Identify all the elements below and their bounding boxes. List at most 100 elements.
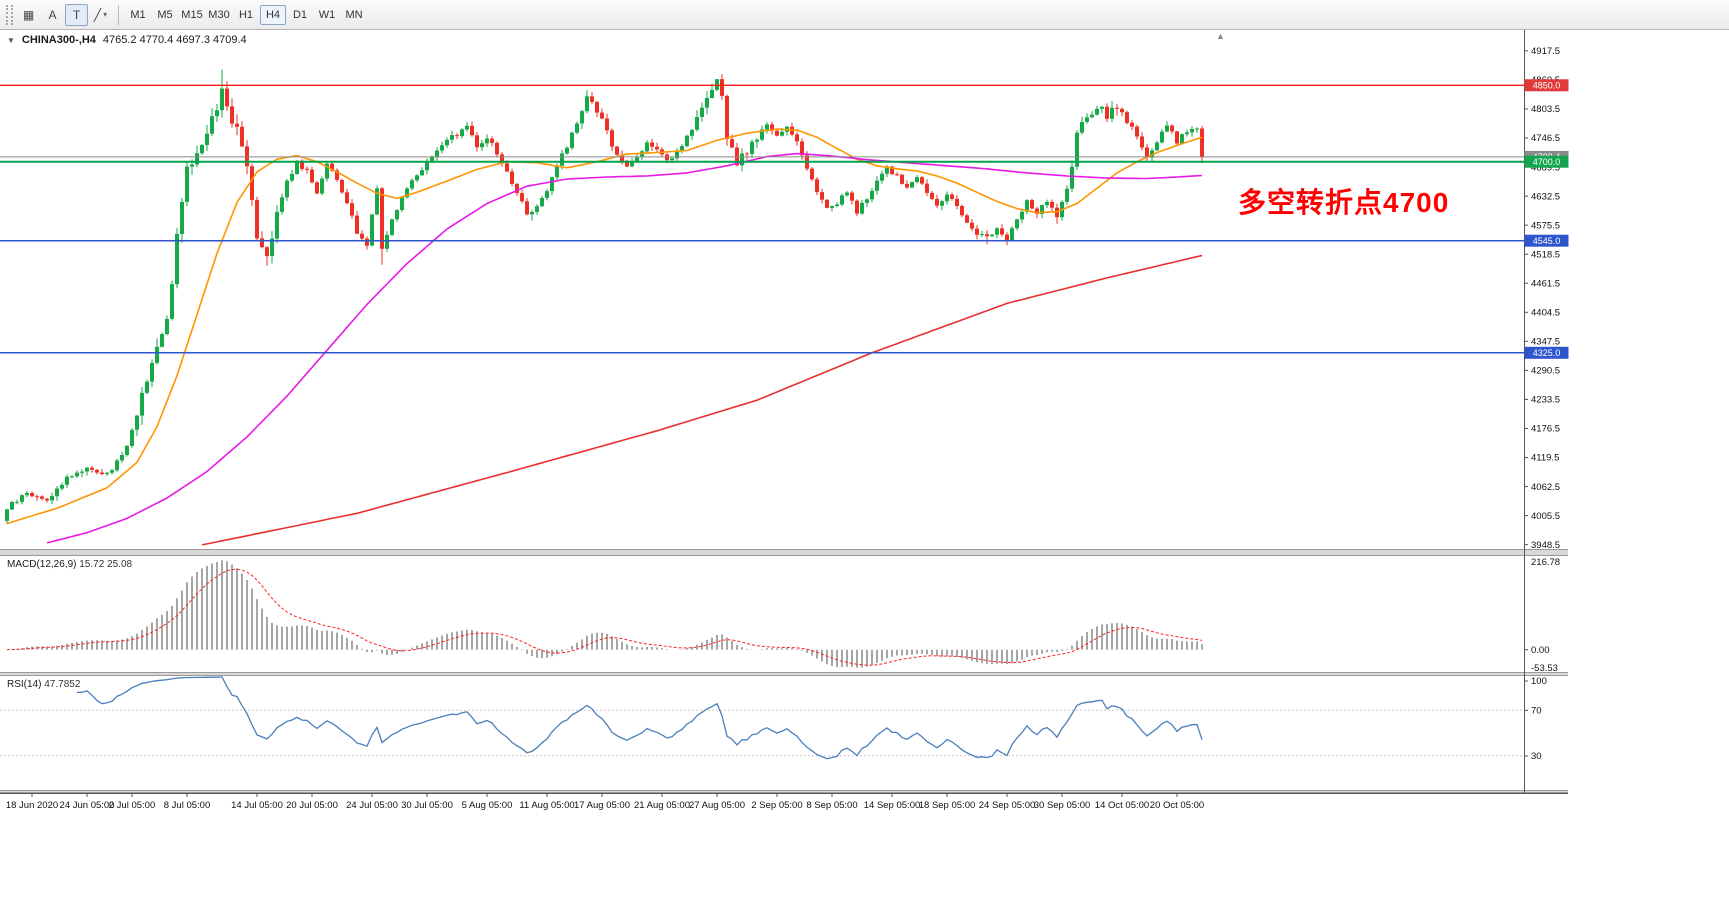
time-tick-label: 2 Jul 05:00 [109, 800, 155, 811]
time-tick-label: 8 Sep 05:00 [806, 800, 857, 811]
rsi-scale-label: 30 [1531, 751, 1542, 762]
price-tick-label: 4062.5 [1531, 482, 1560, 493]
grid-glyph: ▦ [22, 7, 35, 22]
rsi-indicator-label: RSI(14) 47.7852 [7, 679, 80, 690]
macd-scale-zero: 0.00 [1531, 645, 1550, 656]
time-tick-label: 20 Jul 05:00 [286, 800, 338, 811]
macd-values: 15.72 25.08 [79, 559, 133, 570]
toolbar-grip[interactable] [6, 4, 13, 25]
rsi-scale-label: 100 [1531, 676, 1547, 687]
chart-header: ▼ CHINA300-,H4 4765.2 4770.4 4697.3 4709… [7, 34, 247, 46]
time-tick-label: 14 Jul 05:00 [231, 800, 283, 811]
time-tick-label: 24 Jun 05:00 [60, 800, 115, 811]
price-tick-label: 4803.5 [1531, 104, 1560, 115]
price-tick-label: 4746.5 [1531, 133, 1560, 144]
price-badge: 4325.0 [1524, 346, 1569, 359]
rsi-scale-label: 70 [1531, 705, 1542, 716]
hlines-layer [0, 84, 1524, 354]
price-tick-label: 4518.5 [1531, 249, 1560, 260]
ma-lines-layer [6, 128, 1203, 546]
ma-line-medium-magenta[interactable] [46, 152, 1203, 544]
ma-line-fast-orange[interactable] [6, 128, 1203, 525]
time-tick-label: 24 Sep 05:00 [979, 800, 1036, 811]
chart-canvas[interactable]: 4917.54860.54803.54746.54689.54632.54575… [0, 30, 1729, 899]
time-tick-label: 30 Sep 05:00 [1034, 800, 1091, 811]
collapse-icon[interactable]: ▼ [7, 35, 15, 45]
macd-indicator-label: MACD(12,26,9) 15.72 25.08 [7, 559, 132, 570]
rsi-name: RSI(14) [7, 679, 42, 690]
time-tick-label: 14 Oct 05:00 [1095, 800, 1149, 811]
time-tick-label: 2 Sep 05:00 [751, 800, 802, 811]
macd-scale-min: -53.53 [1531, 663, 1558, 674]
rsi-panel: 100 70 30 [0, 676, 1547, 762]
toolbar: ▦ A T ╱ ▾ M1 M5 M15 M30 H1 H4 D1 W1 MN [0, 0, 1729, 30]
line-tool-icon: ╱ [93, 7, 102, 22]
timeframe-button-w1[interactable]: W1 [314, 5, 340, 25]
rsi-line [76, 676, 1203, 760]
price-tick-label: 4917.5 [1531, 46, 1560, 57]
price-tick-label: 4347.5 [1531, 337, 1560, 348]
svg-text:4850.0: 4850.0 [1533, 80, 1561, 90]
time-tick-label: 5 Aug 05:00 [462, 800, 513, 811]
timeframe-button-h4[interactable]: H4 [260, 4, 286, 25]
text-tool-glyph: T [72, 7, 81, 22]
price-tick-label: 4176.5 [1531, 424, 1560, 435]
rsi-values: 47.7852 [44, 679, 81, 690]
price-tick-label: 3948.5 [1531, 540, 1560, 551]
price-tick-label: 4575.5 [1531, 220, 1560, 231]
time-tick-label: 18 Sep 05:00 [919, 800, 976, 811]
text-tool-button[interactable]: T [65, 3, 88, 26]
timeframe-button-mn[interactable]: MN [341, 5, 367, 25]
timeframe-button-m30[interactable]: M30 [206, 5, 232, 25]
candles-layer [5, 69, 1204, 524]
time-tick-label: 8 Jul 05:00 [164, 800, 210, 811]
time-tick-label: 20 Oct 05:00 [1150, 800, 1204, 811]
time-tick-label: 11 Aug 05:00 [519, 800, 574, 811]
price-tick-label: 4005.5 [1531, 511, 1560, 522]
time-tick-label: 24 Jul 05:00 [346, 800, 398, 811]
chart-symbol-title: CHINA300-,H4 [21, 34, 96, 46]
price-badge: 4545.0 [1524, 234, 1569, 247]
ma-line-slow-red[interactable] [201, 254, 1203, 546]
macd-scale-max: 216.78 [1531, 557, 1560, 568]
panel-separator[interactable] [0, 790, 1568, 793]
price-tick-label: 4404.5 [1531, 307, 1560, 318]
svg-text:4325.0: 4325.0 [1533, 348, 1561, 358]
timeframe-button-m5[interactable]: M5 [152, 5, 178, 25]
chart-ohlc-values: 4765.2 4770.4 4697.3 4709.4 [102, 34, 247, 46]
time-tick-label: 30 Jul 05:00 [401, 800, 453, 811]
text-label-tool-button[interactable]: A [41, 4, 64, 26]
shift-marker-icon[interactable]: ▲ [1216, 31, 1225, 41]
time-tick-label: 14 Sep 05:00 [864, 800, 921, 811]
grid-icon[interactable]: ▦ [17, 4, 40, 26]
timeframe-button-d1[interactable]: D1 [287, 5, 313, 25]
timeframe-button-m15[interactable]: M15 [179, 5, 205, 25]
price-badge: 4850.0 [1524, 79, 1569, 92]
chart-area: 4917.54860.54803.54746.54689.54632.54575… [0, 30, 1729, 899]
svg-text:4700.0: 4700.0 [1533, 157, 1561, 167]
time-tick-label: 17 Aug 05:00 [574, 800, 630, 811]
toolbar-separator [118, 4, 119, 25]
time-tick-label: 21 Aug 05:00 [634, 800, 690, 811]
price-tick-label: 4233.5 [1531, 395, 1560, 406]
price-tick-label: 4689.5 [1531, 162, 1560, 173]
timeframe-button-h1[interactable]: H1 [233, 5, 259, 25]
chevron-down-icon: ▾ [103, 10, 108, 19]
time-tick-label: 27 Aug 05:00 [689, 800, 745, 811]
macd-panel: 216.78 0.00 -53.53 [6, 557, 1560, 674]
price-badge: 4700.0 [1524, 155, 1569, 168]
time-scale[interactable]: 18 Jun 2020 24 Jun 05:002 Jul 05:00 8 Jul … [0, 793, 1568, 811]
price-tick-label: 4119.5 [1531, 453, 1559, 464]
macd-name: MACD(12,26,9) [7, 559, 77, 570]
panel-separator[interactable] [0, 672, 1568, 676]
price-tick-label: 4632.5 [1531, 191, 1560, 202]
chart-annotation-text[interactable]: 多空转折点4700 [1238, 187, 1450, 218]
line-tools-dropdown[interactable]: ╱ ▾ [89, 4, 112, 26]
text-label-glyph: A [48, 7, 57, 22]
time-tick-label: 18 Jun 2020 [6, 800, 58, 811]
svg-text:4545.0: 4545.0 [1533, 236, 1561, 246]
price-scale[interactable]: 4917.54860.54803.54746.54689.54632.54575… [1524, 30, 1569, 793]
panel-separator[interactable] [0, 549, 1568, 556]
price-tick-label: 4290.5 [1531, 366, 1560, 377]
timeframe-button-m1[interactable]: M1 [125, 5, 151, 25]
